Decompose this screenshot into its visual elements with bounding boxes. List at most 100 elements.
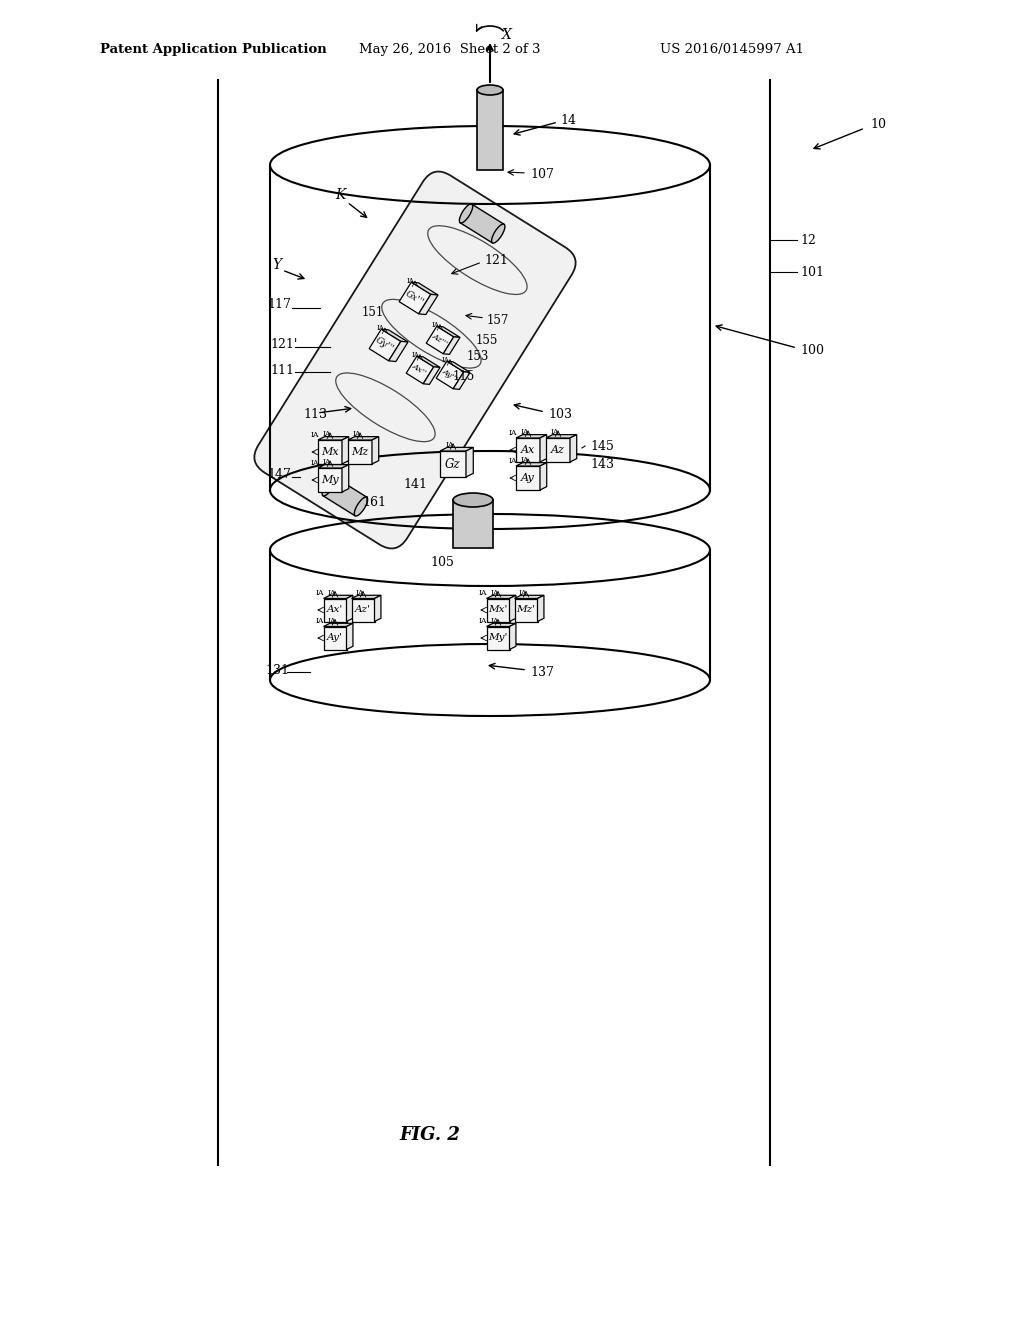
Polygon shape [342, 437, 349, 465]
Bar [477, 90, 503, 170]
Text: 157: 157 [487, 314, 509, 326]
Polygon shape [423, 367, 440, 384]
Text: 115: 115 [453, 370, 475, 383]
Bar [460, 205, 504, 243]
Text: 137: 137 [530, 665, 554, 678]
Polygon shape [538, 595, 544, 622]
Text: 12: 12 [800, 234, 816, 247]
Text: 143: 143 [590, 458, 614, 471]
Polygon shape [372, 437, 379, 465]
FancyBboxPatch shape [351, 598, 375, 622]
Text: 121: 121 [484, 253, 508, 267]
Polygon shape [324, 595, 353, 598]
Text: Ay': Ay' [327, 634, 343, 643]
Text: IA: IA [328, 589, 336, 597]
Text: IA: IA [408, 277, 415, 285]
Text: IA: IA [551, 428, 559, 436]
Polygon shape [437, 326, 460, 338]
Polygon shape [486, 623, 516, 627]
Text: Az': Az' [355, 606, 371, 615]
Text: Mz': Mz' [516, 606, 536, 615]
Text: 10: 10 [870, 119, 886, 132]
Text: US 2016/0145997 A1: US 2016/0145997 A1 [660, 44, 804, 57]
Text: Az: Az [551, 445, 565, 455]
Text: IA: IA [377, 325, 385, 333]
Text: Ay''': Ay''' [440, 367, 459, 383]
FancyBboxPatch shape [348, 440, 372, 465]
Polygon shape [412, 282, 438, 296]
Text: 111: 111 [270, 363, 294, 376]
Text: 14: 14 [560, 114, 575, 127]
Polygon shape [346, 595, 353, 622]
Text: 155: 155 [476, 334, 499, 346]
FancyBboxPatch shape [436, 362, 464, 389]
Polygon shape [417, 356, 440, 367]
Text: IA: IA [315, 589, 325, 598]
Polygon shape [348, 437, 379, 440]
Polygon shape [351, 595, 381, 598]
Text: Ax'': Ax'' [411, 362, 428, 378]
Text: Mx': Mx' [488, 606, 508, 615]
FancyBboxPatch shape [546, 438, 570, 462]
Bar [453, 500, 493, 548]
Ellipse shape [460, 203, 473, 223]
Text: IA: IA [310, 459, 318, 467]
Text: IA: IA [445, 441, 455, 449]
Ellipse shape [477, 84, 503, 95]
Text: IA: IA [490, 616, 500, 624]
Polygon shape [570, 434, 577, 462]
Text: 117: 117 [267, 298, 291, 312]
FancyBboxPatch shape [486, 627, 510, 649]
Polygon shape [514, 595, 544, 598]
FancyBboxPatch shape [516, 466, 540, 490]
Text: IA: IA [508, 457, 517, 465]
Ellipse shape [323, 477, 336, 496]
Text: Gx''': Gx''' [403, 289, 425, 306]
Text: Patent Application Publication: Patent Application Publication [100, 44, 327, 57]
Text: 107: 107 [530, 169, 554, 181]
Polygon shape [516, 462, 547, 466]
Text: Az''': Az''' [430, 331, 449, 347]
Text: 121': 121' [270, 338, 297, 351]
FancyBboxPatch shape [514, 598, 538, 622]
Text: 100: 100 [800, 343, 824, 356]
Text: Gy''': Gy''' [374, 335, 395, 354]
Ellipse shape [354, 496, 368, 516]
Text: IA: IA [315, 618, 325, 626]
Polygon shape [466, 447, 473, 477]
FancyBboxPatch shape [254, 172, 575, 549]
Text: IA: IA [323, 458, 331, 466]
Polygon shape [381, 329, 408, 342]
Text: IA: IA [323, 430, 331, 438]
Text: IA: IA [352, 430, 361, 438]
Polygon shape [318, 465, 349, 469]
Text: 113: 113 [303, 408, 327, 421]
Polygon shape [389, 342, 408, 362]
Text: IA: IA [519, 589, 527, 597]
Polygon shape [540, 462, 547, 490]
FancyBboxPatch shape [324, 627, 346, 649]
Text: X: X [502, 28, 512, 42]
Polygon shape [486, 595, 516, 598]
Text: 151: 151 [362, 305, 384, 318]
Text: My': My' [488, 634, 508, 643]
Text: 147: 147 [267, 469, 291, 482]
Text: Y: Y [272, 257, 282, 272]
Text: 145: 145 [590, 440, 613, 453]
Polygon shape [342, 465, 349, 492]
Text: 153: 153 [467, 351, 489, 363]
Text: Ay: Ay [521, 473, 535, 483]
Polygon shape [510, 595, 516, 622]
Polygon shape [375, 595, 381, 622]
Polygon shape [346, 623, 353, 649]
Bar [323, 477, 367, 516]
Polygon shape [510, 623, 516, 649]
Text: IA: IA [355, 589, 365, 597]
Text: 141: 141 [403, 478, 427, 491]
Text: IA: IA [412, 351, 420, 359]
FancyBboxPatch shape [324, 598, 346, 622]
Text: Mz: Mz [351, 447, 369, 457]
Text: 161: 161 [362, 495, 386, 508]
Polygon shape [324, 623, 353, 627]
Polygon shape [446, 362, 470, 372]
